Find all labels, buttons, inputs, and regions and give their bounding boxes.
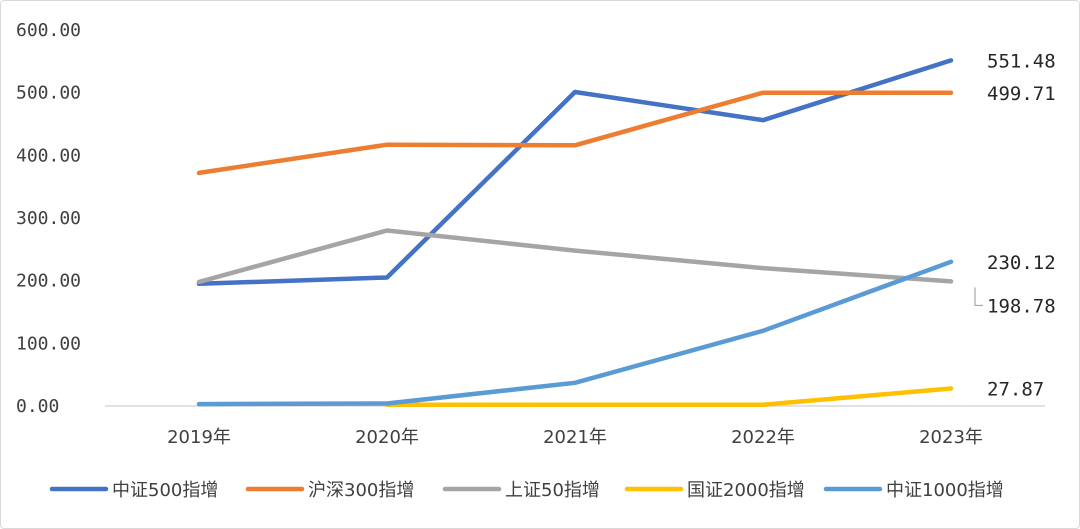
legend-item: 上证50指增: [442, 480, 600, 501]
data-label: 499.71: [987, 83, 1056, 105]
legend-label: 中证1000指增: [886, 480, 1004, 501]
data-labels: 551.48 499.71 230.12 198.78 27.87: [974, 50, 1056, 401]
legend-label: 沪深300指增: [308, 480, 414, 501]
data-label: 198.78: [987, 295, 1056, 317]
legend: 中证500指增 沪深300指增 上证50指增 国证2000指增 中证1000指增: [49, 480, 1004, 501]
y-tick-label: 600.00: [16, 20, 81, 41]
data-label: 27.87: [987, 379, 1044, 401]
legend-item: 中证1000指增: [823, 480, 1004, 501]
legend-label: 中证500指增: [112, 480, 218, 501]
y-tick-label: 0.00: [16, 396, 59, 417]
legend-label: 国证2000指增: [687, 480, 805, 501]
legend-item: 沪深300指增: [245, 480, 414, 501]
x-tick-label: 2020年: [355, 427, 419, 448]
x-tick-label: 2023年: [919, 427, 983, 448]
legend-item: 中证500指增: [49, 480, 218, 501]
leader-line: [974, 287, 983, 307]
y-tick-label: 500.00: [16, 83, 81, 104]
x-tick-label: 2019年: [167, 427, 231, 448]
series-line: [196, 90, 954, 176]
series-line: [196, 58, 954, 287]
series-line: [196, 228, 954, 285]
legend-item: 国证2000指增: [624, 480, 805, 501]
legend-label: 上证50指增: [505, 480, 600, 501]
x-axis-ticks: 2019年 2020年 2021年 2022年 2023年: [167, 427, 983, 448]
series-lines: [196, 58, 954, 407]
y-tick-label: 300.00: [16, 208, 81, 229]
series-line: [196, 259, 954, 407]
data-label: 230.12: [987, 252, 1056, 274]
series-line: [384, 386, 954, 407]
y-axis-ticks: 0.00 100.00 200.00 300.00 400.00 500.00 600.00: [16, 20, 81, 417]
y-tick-label: 400.00: [16, 145, 81, 166]
y-tick-label: 200.00: [16, 271, 81, 292]
y-tick-label: 100.00: [16, 333, 81, 354]
x-tick-label: 2022年: [731, 427, 795, 448]
x-tick-label: 2021年: [543, 427, 607, 448]
data-label: 551.48: [987, 50, 1056, 72]
